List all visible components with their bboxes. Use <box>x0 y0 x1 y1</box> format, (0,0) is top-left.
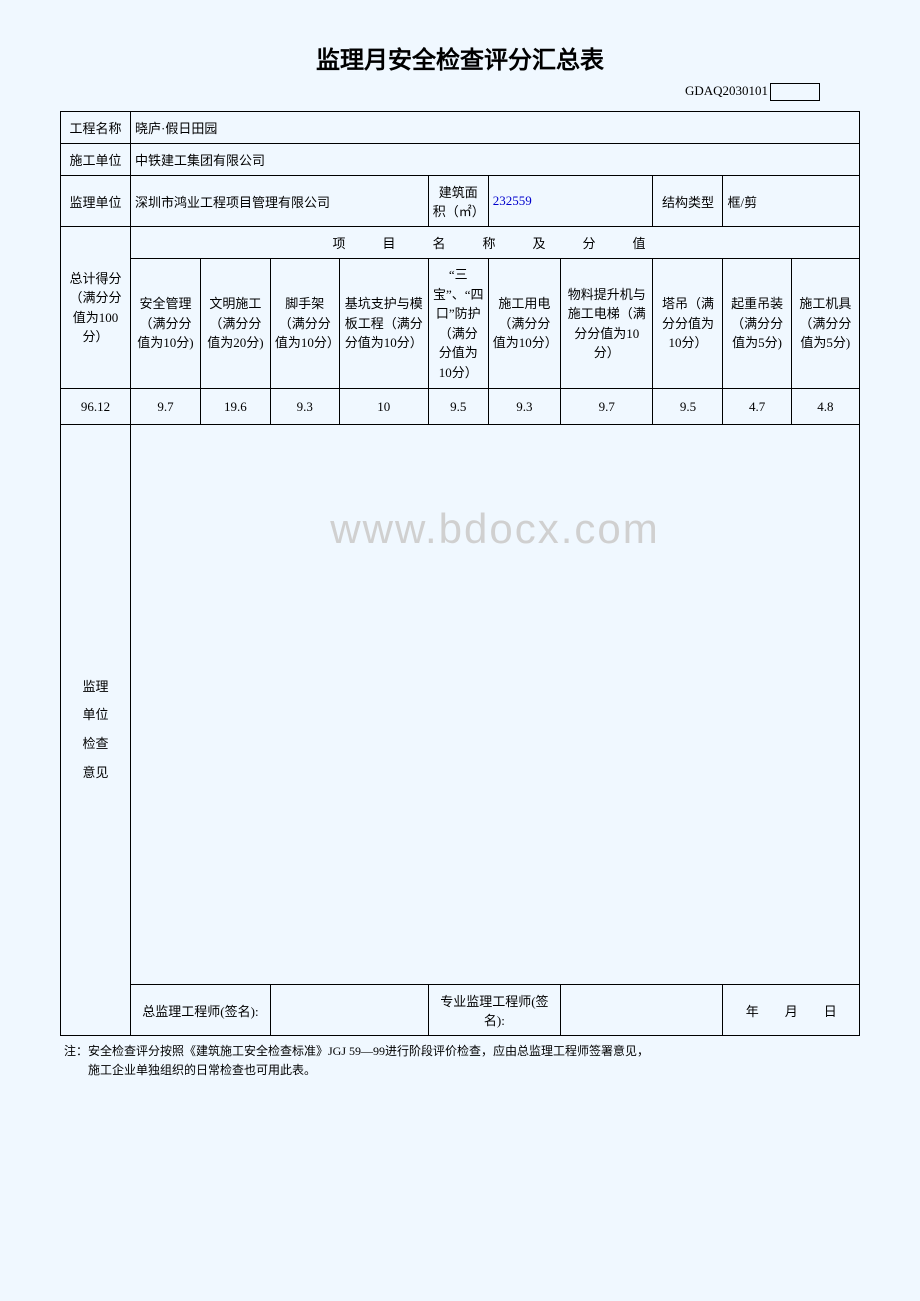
building-area-value: 232559 <box>488 176 653 227</box>
project-name-label: 工程名称 <box>61 112 131 144</box>
section-header: 项 目 名 称 及 分 值 <box>131 227 860 259</box>
opinion-label: 监理 单位 检查 意见 <box>61 425 131 1036</box>
score-total: 96.12 <box>61 389 131 425</box>
score-c3: 9.3 <box>270 389 339 425</box>
construction-unit-label: 施工单位 <box>61 144 131 176</box>
main-table: 工程名称 晓庐·假日田园 施工单位 中铁建工集团有限公司 监理单位 深圳市鸿业工… <box>60 111 860 1036</box>
col-c6: 施工用电（满分分值为10分） <box>488 259 560 389</box>
col-c4: 基坑支护与模板工程（满分分值为10分） <box>339 259 428 389</box>
col-c10: 施工机具（满分分值为5分) <box>791 259 859 389</box>
year-label: 年 <box>746 1004 759 1019</box>
pro-sign-space <box>560 985 722 1036</box>
opinion-label-l3: 检查 <box>65 730 126 759</box>
score-c10: 4.8 <box>791 389 859 425</box>
opinion-body: www.bdocx.com <box>131 425 860 985</box>
col-c3: 脚手架（满分分值为10分） <box>270 259 339 389</box>
col-c8: 塔吊（满分分值为10分） <box>653 259 723 389</box>
day-label: 日 <box>824 1004 837 1019</box>
structure-type-value: 框/剪 <box>723 176 860 227</box>
score-c1: 9.7 <box>131 389 201 425</box>
chief-sign-label: 总监理工程师(签名): <box>131 985 271 1036</box>
opinion-label-l1: 监理 <box>65 673 126 702</box>
footnote-line2: 施工企业单独组织的日常检查也可用此表。 <box>64 1061 856 1080</box>
date-cell: 年 月 日 <box>723 985 860 1036</box>
col-c1: 安全管理（满分分值为10分) <box>131 259 201 389</box>
opinion-label-l4: 意见 <box>65 759 126 788</box>
score-c9: 4.7 <box>723 389 791 425</box>
score-c5: 9.5 <box>428 389 488 425</box>
opinion-label-l2: 单位 <box>65 701 126 730</box>
col-c5: “三宝”、“四口”防护（满分分值为10分） <box>428 259 488 389</box>
supervision-unit-value: 深圳市鸿业工程项目管理有限公司 <box>131 176 429 227</box>
col-c7: 物料提升机与施工电梯（满分分值为10分） <box>560 259 652 389</box>
construction-unit-value: 中铁建工集团有限公司 <box>131 144 860 176</box>
chief-sign-space <box>270 985 428 1036</box>
score-c8: 9.5 <box>653 389 723 425</box>
col-c9: 起重吊装（满分分值为5分) <box>723 259 791 389</box>
footnote: 注：安全检查评分按照《建筑施工安全检查标准》JGJ 59—99进行阶段评价检查，… <box>60 1042 860 1080</box>
doc-code-box <box>770 83 820 101</box>
footnote-line1: 注：安全检查评分按照《建筑施工安全检查标准》JGJ 59—99进行阶段评价检查，… <box>64 1042 856 1061</box>
month-label: 月 <box>785 1004 798 1019</box>
score-c2: 19.6 <box>200 389 270 425</box>
structure-type-label: 结构类型 <box>653 176 723 227</box>
supervision-unit-label: 监理单位 <box>61 176 131 227</box>
project-name-value: 晓庐·假日田园 <box>131 112 860 144</box>
watermark: www.bdocx.com <box>330 505 659 553</box>
col-total: 总计得分（满分分值为100分） <box>61 227 131 389</box>
col-c2: 文明施工（满分分值为20分) <box>200 259 270 389</box>
building-area-label: 建筑面积（㎡） <box>428 176 488 227</box>
score-c7: 9.7 <box>560 389 652 425</box>
page-title: 监理月安全检查评分汇总表 <box>60 40 860 75</box>
score-c4: 10 <box>339 389 428 425</box>
doc-code: GDAQ2030101 <box>685 83 768 99</box>
score-c6: 9.3 <box>488 389 560 425</box>
doc-code-row: GDAQ2030101 <box>60 83 860 101</box>
pro-sign-label: 专业监理工程师(签名): <box>428 985 560 1036</box>
